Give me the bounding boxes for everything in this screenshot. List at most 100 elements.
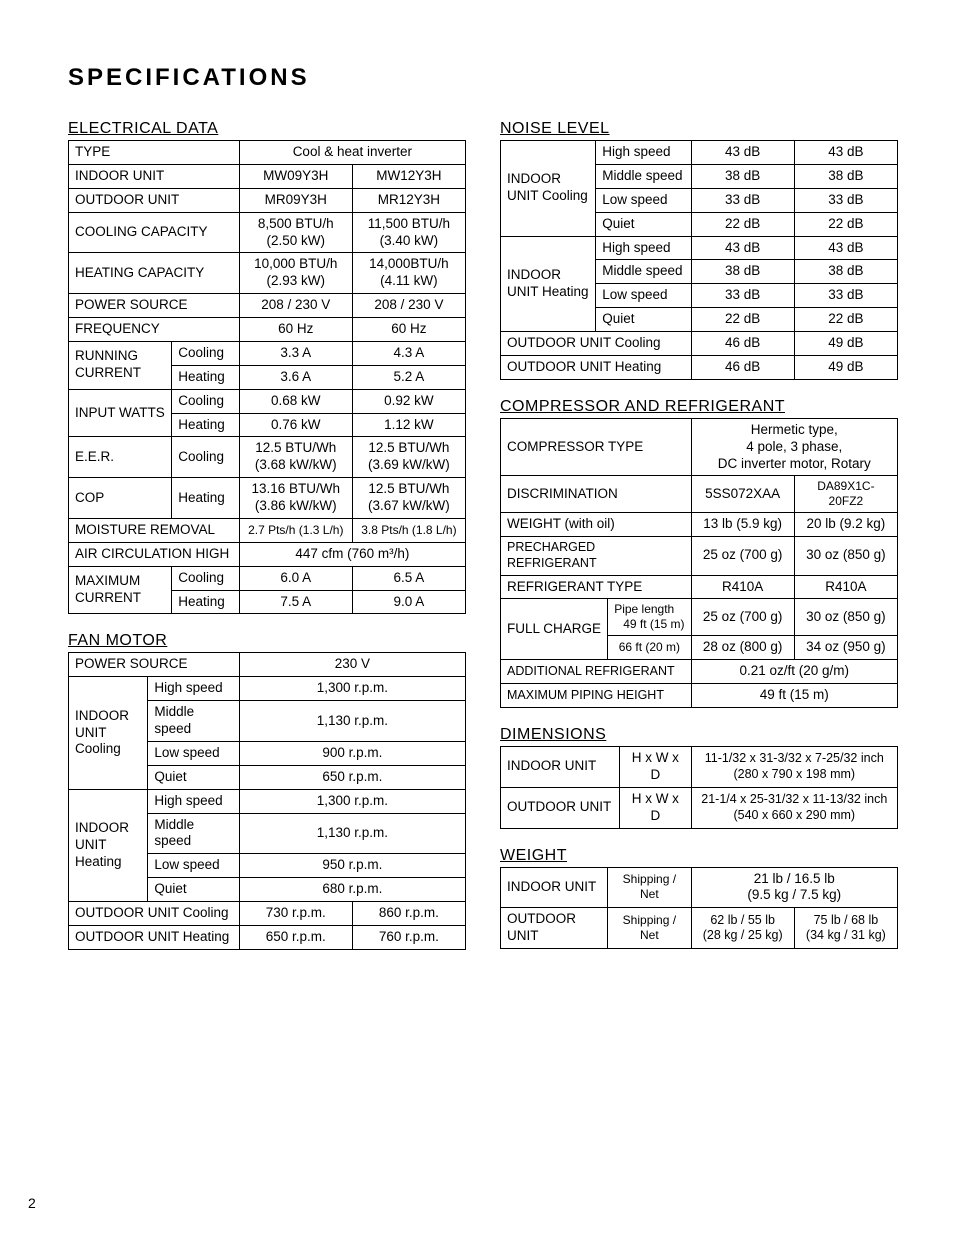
label: INDOOR UNIT — [501, 747, 620, 788]
val: 12.5 BTU/Wh (3.67 kW/kW) — [352, 478, 465, 519]
val: 66 ft (20 m) — [608, 636, 691, 660]
val: 447 cfm (760 m³/h) — [239, 542, 465, 566]
dimensions-heading: DIMENSIONS — [500, 726, 898, 744]
label: Low speed — [148, 854, 239, 878]
val: DA89X1C-20FZ2 — [794, 476, 897, 513]
val: 34 oz (950 g) — [794, 636, 897, 660]
noise-heading: NOISE LEVEL — [500, 120, 898, 138]
val: 21 lb / 16.5 lb (9.5 kg / 7.5 kg) — [691, 867, 897, 908]
val: 30 oz (850 g) — [794, 537, 897, 575]
val: R410A — [691, 575, 794, 599]
val: 4.3 A — [352, 341, 465, 365]
label: Low speed — [596, 284, 691, 308]
val: 21-1/4 x 25-31/32 x 11-13/32 inch (540 x… — [691, 787, 897, 828]
val: 9.0 A — [352, 590, 465, 614]
val: 22 dB — [691, 308, 794, 332]
val: 33 dB — [794, 188, 897, 212]
label: MAXIMUM PIPING HEIGHT — [501, 684, 692, 708]
dimensions-table: INDOOR UNITH x W x D11-1/32 x 31-3/32 x … — [500, 746, 898, 829]
val: 3.3 A — [239, 341, 352, 365]
page-number: 2 — [28, 1195, 36, 1211]
val: 1,130 r.p.m. — [239, 813, 465, 854]
label: OUTDOOR UNIT — [501, 908, 608, 949]
val: Hermetic type, 4 pole, 3 phase, DC inver… — [691, 418, 897, 476]
val: 3.8 Pts/h (1.8 L/h) — [352, 518, 465, 542]
label: Quiet — [596, 308, 691, 332]
val: 900 r.p.m. — [239, 741, 465, 765]
label: Low speed — [596, 188, 691, 212]
val: 46 dB — [691, 332, 794, 356]
label: INDOOR UNIT Heating — [69, 789, 148, 901]
val: 0.76 kW — [239, 413, 352, 437]
label: INPUT WATTS — [69, 389, 172, 437]
val: 208 / 230 V — [239, 294, 352, 318]
label: Quiet — [148, 765, 239, 789]
val: 60 Hz — [352, 318, 465, 342]
val: 25 oz (700 g) — [691, 599, 794, 636]
val: 22 dB — [794, 308, 897, 332]
val: 1.12 kW — [352, 413, 465, 437]
label: MAXIMUM CURRENT — [69, 566, 172, 614]
electrical-heading: ELECTRICAL DATA — [68, 120, 466, 138]
label: FULL CHARGE — [501, 599, 608, 660]
val: MW12Y3H — [352, 164, 465, 188]
label: COOLING CAPACITY — [69, 212, 240, 253]
val: 6.5 A — [352, 566, 465, 590]
val: 43 dB — [794, 236, 897, 260]
label: Heating — [172, 413, 239, 437]
label: Middle speed — [596, 260, 691, 284]
label: Cooling — [172, 341, 239, 365]
label: ADDITIONAL REFRIGERANT — [501, 660, 692, 684]
label: COP — [69, 478, 172, 519]
val: 7.5 A — [239, 590, 352, 614]
val: 28 oz (800 g) — [691, 636, 794, 660]
label: INDOOR UNIT Cooling — [69, 677, 148, 789]
val: 60 Hz — [239, 318, 352, 342]
val: 33 dB — [691, 284, 794, 308]
val: 22 dB — [691, 212, 794, 236]
label: OUTDOOR UNIT Cooling — [501, 332, 692, 356]
val: 33 dB — [794, 284, 897, 308]
val: 8,500 BTU/h (2.50 kW) — [239, 212, 352, 253]
val: 650 r.p.m. — [239, 925, 352, 949]
label: OUTDOOR UNIT — [501, 787, 620, 828]
label: Shipping / Net — [608, 867, 691, 908]
label: FREQUENCY — [69, 318, 240, 342]
val: 760 r.p.m. — [352, 925, 465, 949]
val: 75 lb / 68 lb (34 kg / 31 kg) — [794, 908, 897, 949]
val: 5.2 A — [352, 365, 465, 389]
label: DISCRIMINATION — [501, 476, 692, 513]
label: WEIGHT (with oil) — [501, 513, 692, 537]
label: Heating — [172, 590, 239, 614]
label: AIR CIRCULATION HIGH — [69, 542, 240, 566]
val: 13 lb (5.9 kg) — [691, 513, 794, 537]
val: 12.5 BTU/Wh (3.69 kW/kW) — [352, 437, 465, 478]
label: Middle speed — [148, 813, 239, 854]
label: TYPE — [69, 141, 240, 165]
val: 11-1/32 x 31-3/32 x 7-25/32 inch (280 x … — [691, 747, 897, 788]
val: 38 dB — [691, 260, 794, 284]
label: REFRIGERANT TYPE — [501, 575, 692, 599]
label: OUTDOOR UNIT Cooling — [69, 902, 240, 926]
label: High speed — [148, 789, 239, 813]
compressor-table: COMPRESSOR TYPEHermetic type, 4 pole, 3 … — [500, 418, 898, 708]
fan-heading: FAN MOTOR — [68, 632, 466, 650]
val: 62 lb / 55 lb (28 kg / 25 kg) — [691, 908, 794, 949]
val: 860 r.p.m. — [352, 902, 465, 926]
val: 730 r.p.m. — [239, 902, 352, 926]
label: Quiet — [148, 878, 239, 902]
label: INDOOR UNIT Heating — [501, 236, 596, 332]
label: PRECHARGED REFRIGERANT — [501, 537, 692, 575]
val: 30 oz (850 g) — [794, 599, 897, 636]
val: 1,300 r.p.m. — [239, 677, 465, 701]
label: POWER SOURCE — [69, 294, 240, 318]
label: H x W x D — [620, 787, 691, 828]
val: 38 dB — [794, 164, 897, 188]
val: MW09Y3H — [239, 164, 352, 188]
val: 1,300 r.p.m. — [239, 789, 465, 813]
val: 3.6 A — [239, 365, 352, 389]
val: 14,000BTU/h (4.11 kW) — [352, 253, 465, 294]
val: 950 r.p.m. — [239, 854, 465, 878]
label: Cooling — [172, 389, 239, 413]
label: High speed — [148, 677, 239, 701]
